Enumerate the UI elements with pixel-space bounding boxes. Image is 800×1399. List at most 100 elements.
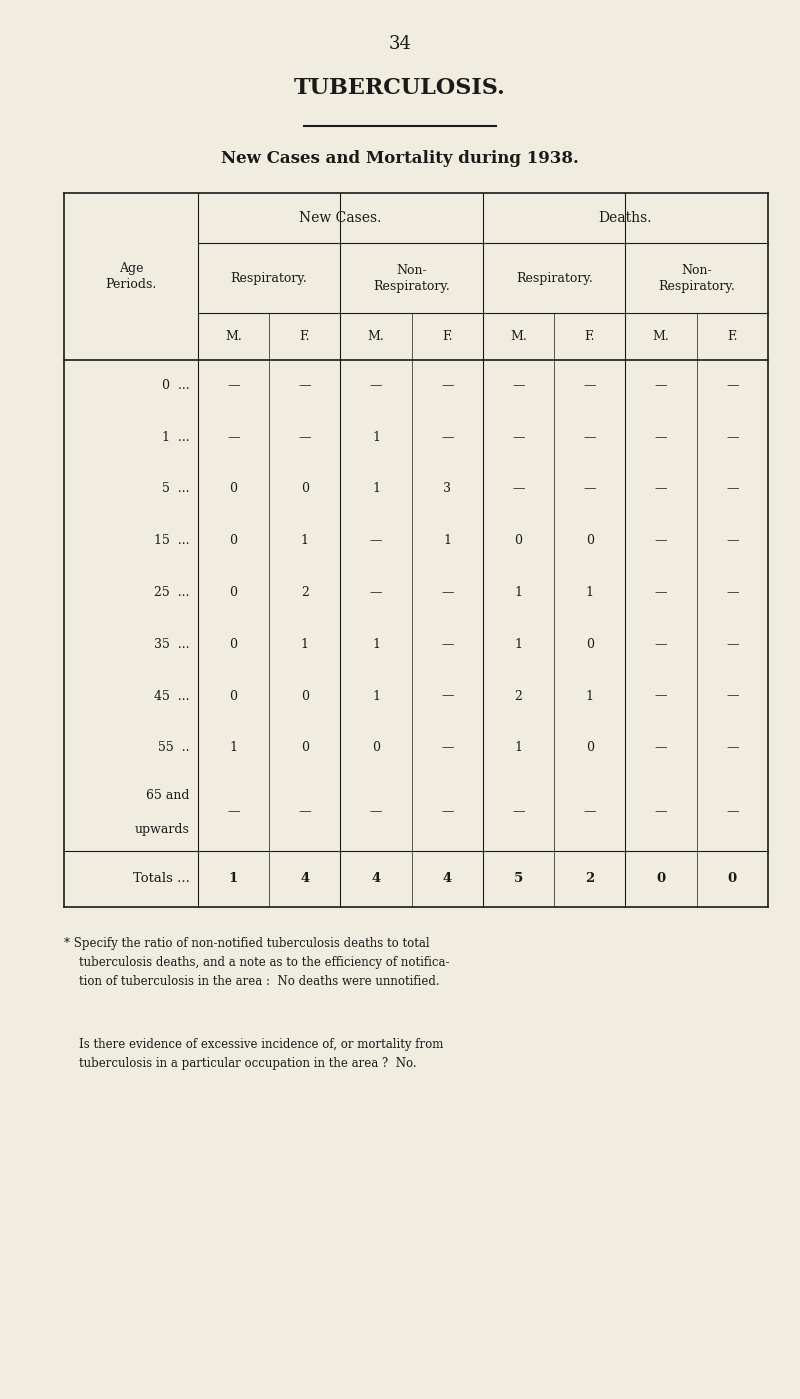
Text: —: — xyxy=(655,431,667,443)
Text: 2: 2 xyxy=(585,872,594,886)
Text: 1: 1 xyxy=(372,638,380,651)
Text: Age
Periods.: Age Periods. xyxy=(106,262,157,291)
Text: —: — xyxy=(441,638,454,651)
Text: —: — xyxy=(370,534,382,547)
Text: 4: 4 xyxy=(442,872,452,886)
Text: —: — xyxy=(441,586,454,599)
Text: New Cases.: New Cases. xyxy=(299,211,382,225)
Text: 0: 0 xyxy=(586,534,594,547)
Text: F.: F. xyxy=(585,330,595,343)
Text: TUBERCULOSIS.: TUBERCULOSIS. xyxy=(294,77,506,99)
Text: —: — xyxy=(298,806,311,818)
Text: F.: F. xyxy=(727,330,738,343)
Text: —: — xyxy=(227,379,240,392)
Text: —: — xyxy=(441,806,454,818)
Text: —: — xyxy=(726,690,738,702)
Text: 0: 0 xyxy=(657,872,666,886)
Text: —: — xyxy=(583,806,596,818)
Text: 0: 0 xyxy=(301,690,309,702)
Text: 0: 0 xyxy=(586,741,594,754)
Text: —: — xyxy=(512,806,525,818)
Text: 1: 1 xyxy=(443,534,451,547)
Text: —: — xyxy=(726,534,738,547)
Text: 0: 0 xyxy=(586,638,594,651)
Text: —: — xyxy=(370,586,382,599)
Text: —: — xyxy=(583,483,596,495)
Text: Is there evidence of excessive incidence of, or mortality from
    tuberculosis : Is there evidence of excessive incidence… xyxy=(64,1038,443,1070)
Text: —: — xyxy=(512,379,525,392)
Text: 1: 1 xyxy=(372,431,380,443)
Text: 25  ...: 25 ... xyxy=(154,586,190,599)
Text: 1: 1 xyxy=(301,638,309,651)
Text: —: — xyxy=(512,483,525,495)
Text: upwards: upwards xyxy=(135,823,190,835)
Text: —: — xyxy=(583,379,596,392)
Text: 5  ...: 5 ... xyxy=(162,483,190,495)
Text: M.: M. xyxy=(653,330,670,343)
Text: Totals ...: Totals ... xyxy=(133,872,190,886)
Text: Non-
Respiratory.: Non- Respiratory. xyxy=(658,264,735,292)
Text: 4: 4 xyxy=(300,872,310,886)
Text: —: — xyxy=(655,379,667,392)
Text: Respiratory.: Respiratory. xyxy=(230,271,307,285)
Text: 0: 0 xyxy=(230,638,238,651)
Text: —: — xyxy=(726,431,738,443)
Text: 0: 0 xyxy=(230,690,238,702)
Text: Deaths.: Deaths. xyxy=(598,211,652,225)
Text: 2: 2 xyxy=(514,690,522,702)
Text: —: — xyxy=(227,806,240,818)
Text: M.: M. xyxy=(367,330,384,343)
Text: 4: 4 xyxy=(371,872,381,886)
Text: —: — xyxy=(298,379,311,392)
Text: —: — xyxy=(655,483,667,495)
Text: —: — xyxy=(655,806,667,818)
Text: 0: 0 xyxy=(230,483,238,495)
Text: —: — xyxy=(726,379,738,392)
Text: 0: 0 xyxy=(514,534,522,547)
Text: 65 and: 65 and xyxy=(146,789,190,802)
Text: F.: F. xyxy=(442,330,453,343)
Text: 15  ...: 15 ... xyxy=(154,534,190,547)
Text: 1: 1 xyxy=(372,483,380,495)
Text: Non-
Respiratory.: Non- Respiratory. xyxy=(374,264,450,292)
Text: 0: 0 xyxy=(372,741,380,754)
Text: —: — xyxy=(655,741,667,754)
Text: 0: 0 xyxy=(230,586,238,599)
Text: —: — xyxy=(370,379,382,392)
Text: —: — xyxy=(512,431,525,443)
Text: 1: 1 xyxy=(301,534,309,547)
Text: 1: 1 xyxy=(586,690,594,702)
Text: —: — xyxy=(726,586,738,599)
Text: Respiratory.: Respiratory. xyxy=(516,271,593,285)
Text: 34: 34 xyxy=(389,35,411,53)
Text: —: — xyxy=(370,806,382,818)
Text: 5: 5 xyxy=(514,872,523,886)
Text: 0: 0 xyxy=(728,872,737,886)
Text: 45  ...: 45 ... xyxy=(154,690,190,702)
Text: 55  ..: 55 .. xyxy=(158,741,190,754)
Text: 1: 1 xyxy=(229,872,238,886)
Text: —: — xyxy=(583,431,596,443)
Text: 3: 3 xyxy=(443,483,451,495)
Text: 35  ...: 35 ... xyxy=(154,638,190,651)
Text: —: — xyxy=(726,806,738,818)
Text: 0: 0 xyxy=(230,534,238,547)
Text: —: — xyxy=(655,586,667,599)
Text: 1: 1 xyxy=(514,586,522,599)
Text: M.: M. xyxy=(510,330,527,343)
Text: 1  ...: 1 ... xyxy=(162,431,190,443)
Text: —: — xyxy=(441,379,454,392)
Text: * Specify the ratio of non-notified tuberculosis deaths to total
    tuberculosi: * Specify the ratio of non-notified tube… xyxy=(64,937,450,988)
Text: —: — xyxy=(441,431,454,443)
Text: —: — xyxy=(726,741,738,754)
Text: —: — xyxy=(655,638,667,651)
Text: 0: 0 xyxy=(301,483,309,495)
Text: —: — xyxy=(298,431,311,443)
Text: —: — xyxy=(726,483,738,495)
Text: 1: 1 xyxy=(372,690,380,702)
Text: 1: 1 xyxy=(514,638,522,651)
Text: —: — xyxy=(655,534,667,547)
Text: 1: 1 xyxy=(514,741,522,754)
Text: —: — xyxy=(726,638,738,651)
Text: —: — xyxy=(441,690,454,702)
